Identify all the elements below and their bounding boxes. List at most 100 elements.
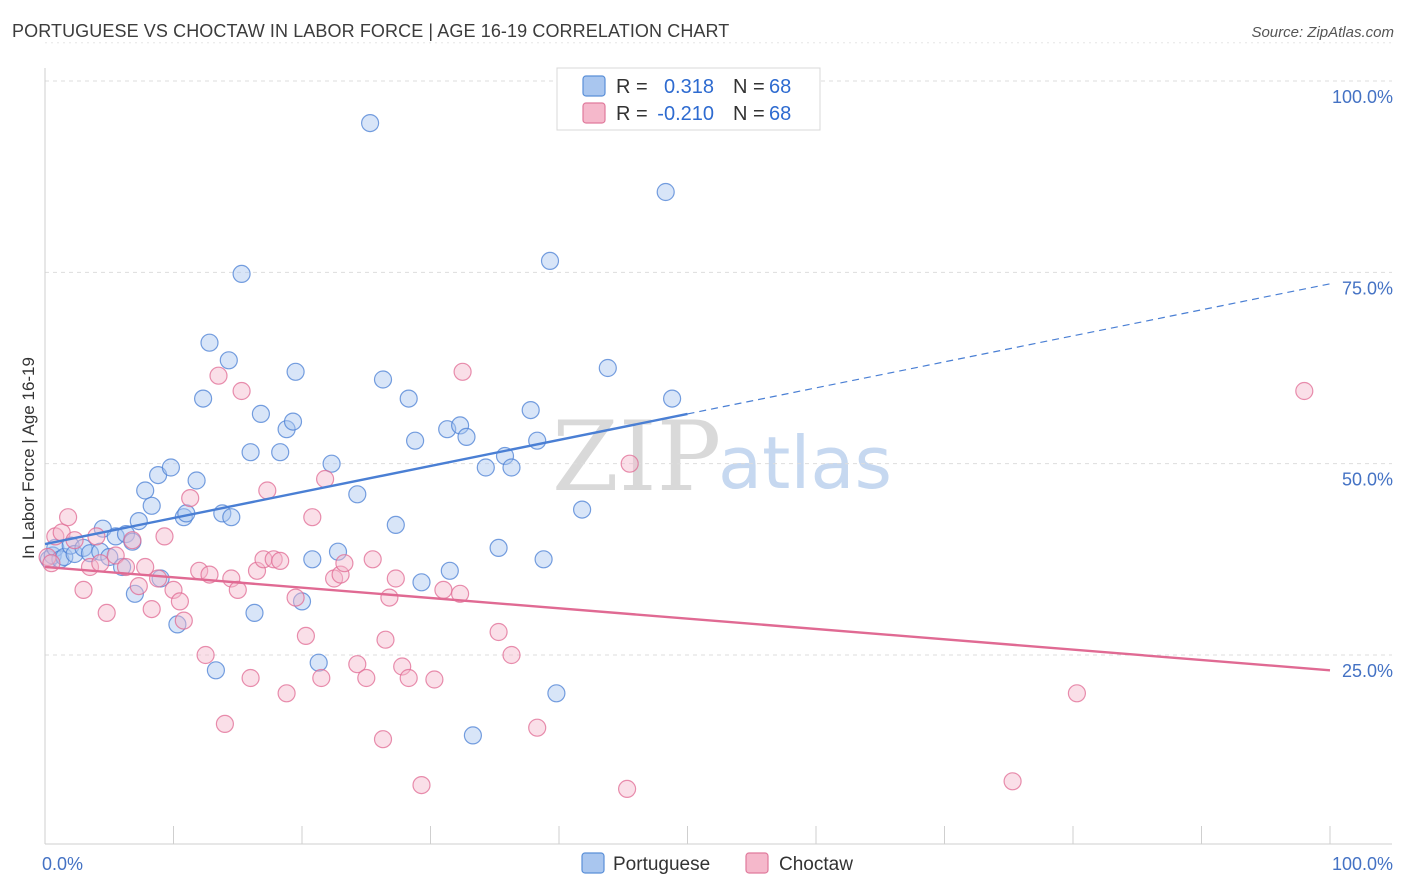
point-portuguese-54 [440,561,459,580]
point-choctaw-60 [489,622,508,642]
point-portuguese-49 [386,515,405,535]
point-portuguese-22 [161,458,180,477]
point-choctaw-51 [380,588,399,607]
point-portuguese-6 [65,544,84,564]
x-tick-label-100: 100.0% [1332,854,1393,874]
point-choctaw-9 [91,554,110,573]
trendline-portuguese [44,412,688,546]
point-choctaw-31 [241,668,260,688]
point-choctaw-57 [434,580,453,600]
point-choctaw-6 [74,580,93,600]
point-choctaw-19 [164,580,183,600]
data-points [38,113,1314,799]
point-portuguese-46 [348,485,367,504]
legend-n-value-portuguese: 68 [769,76,791,98]
point-portuguese-68 [598,358,617,378]
point-choctaw-54 [399,668,418,688]
point-choctaw-62 [528,718,547,737]
point-portuguese-64 [534,550,553,569]
point-choctaw-18 [155,527,174,546]
legend-n-label-portuguese: N = [733,76,765,98]
point-choctaw-20 [170,592,189,611]
point-choctaw-34 [258,481,277,500]
point-portuguese-62 [521,401,540,420]
point-choctaw-67 [1295,381,1314,401]
series-legend-label-portuguese: Portuguese [613,854,710,875]
point-choctaw-11 [106,546,125,565]
point-portuguese-29 [206,661,225,680]
point-portuguese-55 [451,416,470,435]
y-tick-labels: 25.0% 50.0% 75.0% 100.0% [1332,87,1393,681]
point-portuguese-59 [489,538,508,558]
point-choctaw-10 [97,603,116,623]
point-choctaw-16 [142,599,161,619]
series-legend-swatch-portuguese [581,852,605,874]
point-choctaw-52 [386,569,405,588]
point-portuguese-26 [187,471,206,490]
point-choctaw-8 [87,527,106,546]
watermark-atlas: atlas [718,421,892,505]
point-choctaw-58 [451,584,470,603]
watermark-zip: ZIP [552,401,721,513]
point-choctaw-30 [232,381,251,401]
source-attribution: Source: ZipAtlas.com [1251,24,1394,41]
legend-swatch-choctaw [582,102,606,124]
point-choctaw-46 [348,655,367,674]
point-portuguese-42 [303,550,322,569]
point-portuguese-58 [476,458,495,477]
trend-lines [44,283,1331,672]
series-choctaw [38,362,1314,799]
point-choctaw-22 [181,489,200,508]
point-choctaw-14 [129,576,148,596]
point-portuguese-67 [572,500,592,519]
point-choctaw-55 [412,775,431,795]
point-choctaw-65 [1003,772,1022,791]
y-tick-label-25: 25.0% [1342,661,1393,681]
point-portuguese-35 [245,603,264,623]
point-choctaw-64 [620,454,639,473]
point-portuguese-47 [361,113,380,133]
chart-title: PORTUGUESE VS CHOCTAW IN LABOR FORCE | A… [12,21,730,41]
series-legend-label-choctaw: Choctaw [779,854,853,875]
point-portuguese-56 [457,427,476,446]
point-choctaw-49 [373,730,393,749]
series-portuguese [39,113,682,745]
point-portuguese-61 [502,458,521,477]
point-choctaw-26 [209,366,228,385]
point-choctaw-47 [357,668,376,688]
correlation-legend: R = 0.318 N = 68 R = -0.210 N = 68 [556,67,821,131]
point-choctaw-48 [363,550,382,569]
trendline-extension-portuguese [687,283,1331,415]
point-choctaw-27 [215,714,234,734]
point-choctaw-21 [174,611,193,630]
point-choctaw-61 [502,645,521,665]
point-choctaw-56 [425,670,444,689]
point-portuguese-44 [322,454,341,473]
point-portuguese-34 [241,443,260,462]
point-portuguese-31 [219,351,238,370]
point-choctaw-66 [1067,684,1087,703]
point-portuguese-40 [286,362,305,381]
point-choctaw-39 [296,626,315,646]
axes [44,68,1392,845]
point-portuguese-50 [399,389,418,408]
trendline-choctaw [44,565,1331,672]
point-choctaw-63 [617,779,637,799]
point-portuguese-45 [328,542,348,561]
y-tick-label-50: 50.0% [1342,470,1393,490]
point-portuguese-69 [656,182,675,202]
legend-r-value-portuguese: 0.318 [664,76,714,98]
point-portuguese-11 [100,547,119,567]
point-portuguese-66 [547,684,566,703]
point-choctaw-53 [393,657,412,676]
point-portuguese-36 [251,404,270,423]
point-portuguese-48 [373,370,393,389]
x-tick-labels: 0.0% 100.0% [42,854,1393,874]
legend-r-label-choctaw: R = [616,103,648,125]
series-legend: Portuguese Choctaw [581,852,853,875]
point-portuguese-18 [136,481,155,500]
series-legend-swatch-choctaw [745,852,769,874]
point-choctaw-45 [335,554,354,573]
point-portuguese-28 [200,333,219,352]
point-choctaw-13 [123,531,142,550]
